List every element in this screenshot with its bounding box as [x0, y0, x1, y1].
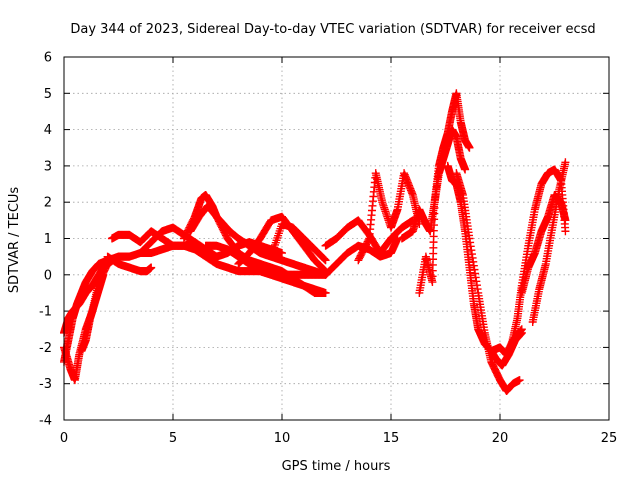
plot-frame: [63, 56, 610, 421]
data-point: [517, 328, 526, 337]
series-arc-17: [415, 125, 470, 297]
data-point: [278, 249, 286, 258]
series-arc-3: [60, 256, 112, 337]
y-tick-label: -1: [39, 305, 52, 320]
data-point: [125, 252, 134, 261]
series-arc-6: [103, 252, 156, 276]
x-tick-label: 25: [601, 431, 618, 446]
series-arc-10: [201, 241, 330, 297]
data-point: [321, 256, 330, 265]
data-point: [515, 376, 524, 385]
y-tick-label: 3: [44, 159, 52, 174]
y-tick-label: 4: [44, 123, 52, 138]
y-tick-label: 2: [44, 196, 52, 211]
chart-title: Day 344 of 2023, Sidereal Day-to-day VTE…: [70, 22, 595, 37]
x-tick-label: 15: [383, 431, 400, 446]
series-arc-19: [452, 169, 524, 395]
y-tick-label: 6: [44, 51, 52, 66]
data-point: [147, 263, 156, 272]
data-point-interp: [364, 236, 373, 245]
data-point: [465, 143, 474, 152]
data-point: [561, 158, 570, 167]
data-points: [60, 89, 570, 395]
series-arc-4: [77, 270, 108, 356]
y-tick-label: 1: [44, 232, 52, 247]
x-tick-label: 5: [169, 431, 177, 446]
series-arc-22: [517, 190, 570, 297]
data-point: [561, 227, 570, 236]
data-point: [321, 288, 330, 297]
data-point: [99, 270, 108, 279]
y-tick-label: 0: [44, 268, 52, 283]
series-arc-15: [354, 169, 424, 265]
data-point-interp: [320, 255, 329, 264]
x-tick-label: 0: [60, 431, 68, 446]
x-tick-label: 20: [492, 431, 509, 446]
y-tick-label: -3: [39, 377, 52, 392]
data-point: [461, 165, 470, 174]
series-arc-23: [528, 158, 570, 326]
y-axis-label: SDTVAR / TECUs: [7, 187, 22, 294]
y-tick-label: -4: [39, 414, 52, 429]
series-arc-12: [267, 219, 330, 265]
series-arc-8: [179, 190, 330, 279]
y-tick-label: 5: [44, 87, 52, 102]
x-tick-label: 10: [274, 431, 291, 446]
y-tick-label: -2: [39, 341, 52, 356]
x-axis-label: GPS time / hours: [282, 459, 391, 474]
data-point-interp: [320, 254, 329, 263]
data-point: [561, 216, 570, 225]
series-arc-13: [321, 216, 417, 258]
